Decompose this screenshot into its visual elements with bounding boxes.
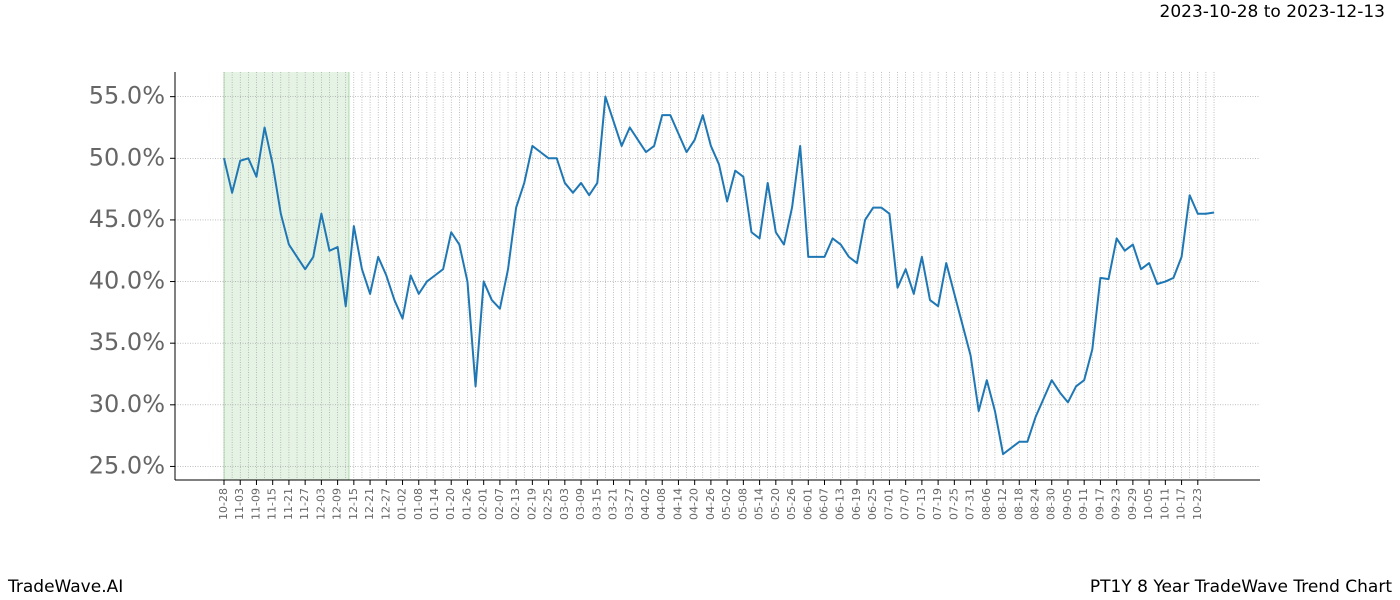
plot [223, 95, 1215, 456]
x-tick-label: 03-03 [558, 488, 571, 520]
x-tick-label: 07-19 [931, 488, 944, 520]
x-tick-label: 10-17 [1175, 488, 1188, 520]
x-tick-label: 12-15 [347, 488, 360, 520]
x-tick-label: 11-21 [282, 488, 295, 520]
x-tick-label: 02-01 [477, 488, 490, 520]
x-tick-label: 01-14 [428, 488, 441, 520]
x-tick-label: 03-27 [623, 488, 636, 520]
y-tick-label: 30.0% [89, 390, 165, 418]
x-tick-label: 07-07 [899, 488, 912, 520]
x-tick-label: 12-21 [363, 488, 376, 520]
series-line [223, 95, 1215, 456]
watermark: TradeWave.AI [7, 577, 123, 597]
x-tick-label: 08-12 [996, 488, 1009, 520]
x-tick-label: 06-13 [834, 488, 847, 520]
x-tick-label: 06-07 [818, 488, 831, 520]
x-tick-label: 08-18 [1012, 488, 1025, 520]
x-tick-label: 02-07 [493, 488, 506, 520]
x-tick-label: 04-26 [704, 488, 717, 520]
x-tick-label: 01-02 [396, 488, 409, 520]
x-tick-label: 03-15 [590, 488, 603, 520]
x-tick-label: 08-30 [1045, 488, 1058, 520]
x-tick-label: 07-13 [915, 488, 928, 520]
x-tick-label: 10-11 [1158, 488, 1171, 520]
footer: PT1Y 8 Year TradeWave Trend Chart [1090, 577, 1392, 597]
x-tick-label: 05-02 [720, 488, 733, 520]
x-tick-label: 09-17 [1093, 488, 1106, 520]
x-tick-label: 10-28 [217, 488, 230, 520]
x-tick-label: 05-20 [769, 488, 782, 520]
x-tick-label: 12-03 [314, 488, 327, 520]
x-tick-label: 11-09 [249, 488, 262, 520]
x-tick-label: 11-27 [298, 488, 311, 520]
x-tick-label: 07-31 [964, 488, 977, 520]
x-tick-label: 04-08 [655, 488, 668, 520]
x-tick-label: 06-25 [866, 488, 879, 520]
x-tick-label: 12-09 [331, 488, 344, 520]
x-tick-label: 02-13 [509, 488, 522, 520]
highlight-range [224, 72, 349, 480]
x-tick-label: 05-08 [736, 488, 749, 520]
x-tick-label: 06-19 [850, 488, 863, 520]
y-tick-label: 55.0% [89, 82, 165, 110]
x-tick-label: 09-05 [1061, 488, 1074, 520]
x-tick-label: 05-26 [785, 488, 798, 520]
x-tick-label: 04-20 [688, 488, 701, 520]
x-tick-label: 10-23 [1191, 488, 1204, 520]
x-tick-label: 08-24 [1029, 488, 1042, 520]
x-tick-label: 08-06 [980, 488, 993, 520]
grid [175, 72, 1260, 480]
y-tick-label: 50.0% [89, 143, 165, 171]
x-tick-label: 04-02 [639, 488, 652, 520]
x-tick-label: 04-14 [671, 488, 684, 520]
x-tick-label: 11-15 [266, 488, 279, 520]
x-tick-label: 10-05 [1142, 488, 1155, 520]
x-tick-label: 07-25 [947, 488, 960, 520]
x-tick-label: 02-19 [525, 488, 538, 520]
x-tick-label: 11-03 [233, 488, 246, 520]
y-tick-label: 25.0% [89, 451, 165, 479]
x-tick-label: 05-14 [753, 488, 766, 520]
x-tick-label: 03-09 [574, 488, 587, 520]
x-tick-label: 01-08 [412, 488, 425, 520]
x-tick-label: 09-29 [1126, 488, 1139, 520]
y-tick-label: 40.0% [89, 267, 165, 295]
y-tick-label: 35.0% [89, 328, 165, 356]
y-tick-label: 45.0% [89, 205, 165, 233]
chart-title: 2023-10-28 to 2023-12-13 [1160, 2, 1385, 22]
x-tick-label: 02-25 [542, 488, 555, 520]
x-tick-label: 01-26 [460, 488, 473, 520]
x-tick-label: 06-01 [801, 488, 814, 520]
x-tick-label: 09-11 [1077, 488, 1090, 520]
x-tick-label: 07-01 [882, 488, 895, 520]
x-tick-label: 01-20 [444, 488, 457, 520]
x-tick-label: 12-27 [379, 488, 392, 520]
x-tick-label: 09-23 [1110, 488, 1123, 520]
x-tick-label: 03-21 [607, 488, 620, 520]
